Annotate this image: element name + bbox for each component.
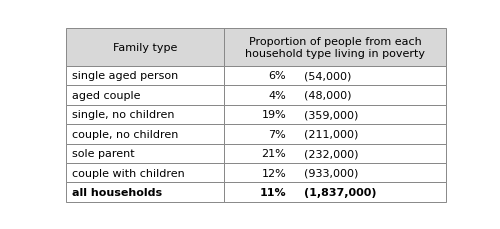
Text: couple with children: couple with children (72, 168, 185, 178)
Bar (66, 144, 224, 163)
Text: sole parent: sole parent (72, 149, 135, 158)
Text: Family type: Family type (113, 43, 178, 53)
Bar (224, 105, 446, 125)
Bar (224, 144, 446, 163)
Text: Proportion of people from each
household type living in poverty: Proportion of people from each household… (245, 37, 425, 59)
Text: 6%: 6% (268, 71, 286, 81)
Text: couple, no children: couple, no children (72, 129, 178, 139)
Text: all households: all households (72, 187, 162, 197)
Bar (66, 183, 224, 202)
Text: (933,000): (933,000) (304, 168, 358, 178)
Text: aged couple: aged couple (72, 90, 140, 101)
Bar (224, 183, 446, 202)
Text: (211,000): (211,000) (304, 129, 358, 139)
Text: (48,000): (48,000) (304, 90, 352, 101)
Text: (232,000): (232,000) (304, 149, 358, 158)
Bar (66, 125, 224, 144)
Text: 7%: 7% (268, 129, 286, 139)
Text: single aged person: single aged person (72, 71, 178, 81)
Bar (224, 29, 446, 66)
Text: 21%: 21% (262, 149, 286, 158)
Text: 4%: 4% (268, 90, 286, 101)
Text: 19%: 19% (262, 110, 286, 120)
Bar (224, 86, 446, 105)
Bar (66, 66, 224, 86)
Text: (54,000): (54,000) (304, 71, 352, 81)
Text: 11%: 11% (260, 187, 286, 197)
Bar (66, 29, 224, 66)
Bar (66, 86, 224, 105)
Text: (1,837,000): (1,837,000) (304, 187, 376, 197)
Text: single, no children: single, no children (72, 110, 174, 120)
Bar (224, 163, 446, 183)
Bar (66, 105, 224, 125)
Bar (224, 125, 446, 144)
Text: (359,000): (359,000) (304, 110, 358, 120)
Bar (66, 163, 224, 183)
Bar (224, 66, 446, 86)
Text: 12%: 12% (262, 168, 286, 178)
